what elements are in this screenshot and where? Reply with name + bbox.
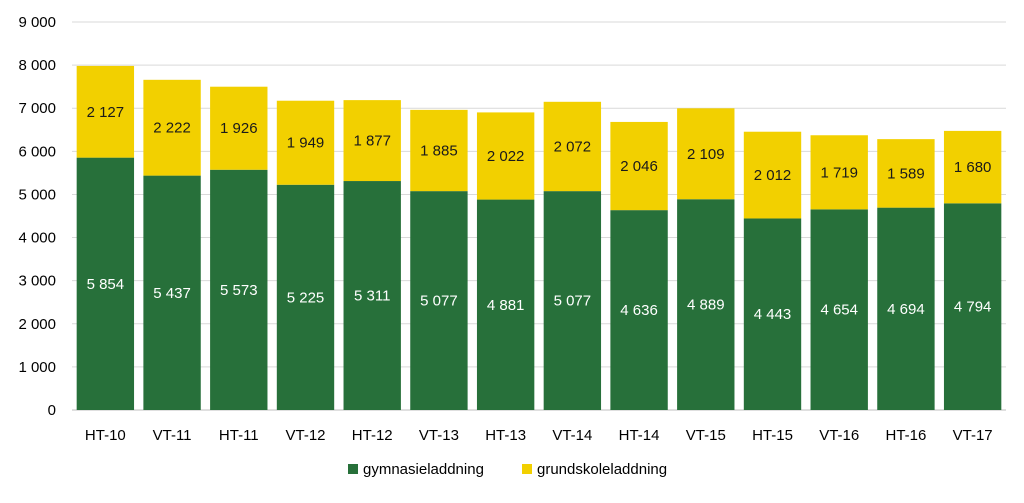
bar-grundskoleladdning (743, 131, 802, 219)
x-tick-label: VT-14 (552, 427, 592, 444)
bar-grundskoleladdning (476, 112, 535, 200)
y-tick-label: 6 000 (18, 143, 56, 160)
bar-gymnasieladdning (810, 209, 868, 410)
legend-swatch-gymnasieladdning (348, 464, 358, 474)
y-tick-label: 0 (48, 402, 56, 419)
x-tick-label: VT-15 (686, 427, 726, 444)
bar-grundskoleladdning (810, 135, 868, 210)
y-tick-label: 5 000 (18, 186, 56, 203)
y-tick-label: 1 000 (18, 359, 56, 376)
data-label-gymnasieladdning: 5 077 (420, 293, 458, 310)
data-label-gymnasieladdning: 5 225 (287, 289, 325, 306)
bar-gymnasieladdning (210, 169, 268, 410)
bar-grundskoleladdning (143, 79, 201, 176)
data-label-gymnasieladdning: 5 077 (554, 293, 592, 310)
data-label-gymnasieladdning: 4 794 (954, 299, 992, 316)
bar-gymnasieladdning (410, 191, 468, 410)
x-axis-tick-labels: HT-10 VT-11 HT-11 VT-12 HT-12 VT-13 HT-13 VT-14… (85, 427, 993, 444)
data-label-grundskoleladdning: 1 949 (287, 135, 325, 152)
x-tick-label: VT-11 (153, 427, 192, 444)
bar-grundskoleladdning (543, 101, 602, 192)
data-label-grundskoleladdning: 1 719 (820, 164, 858, 181)
bar-grundskoleladdning (276, 100, 335, 185)
legend-label-gymnasieladdning: gymnasieladdning (363, 461, 484, 478)
data-label-grundskoleladdning: 1 680 (954, 159, 992, 176)
data-label-grundskoleladdning: 2 012 (754, 167, 792, 184)
y-tick-label: 4 000 (18, 230, 56, 247)
y-tick-label: 3 000 (18, 273, 56, 290)
x-tick-label: HT-12 (352, 427, 393, 444)
bar-gymnasieladdning (143, 175, 201, 410)
x-tick-label: HT-14 (619, 427, 660, 444)
bar-gymnasieladdning (610, 210, 668, 410)
x-tick-label: VT-12 (285, 427, 325, 444)
data-label-gymnasieladdning: 5 854 (87, 276, 125, 293)
x-tick-label: HT-16 (885, 427, 926, 444)
bar-grundskoleladdning (943, 130, 1002, 204)
data-label-gymnasieladdning: 5 311 (354, 288, 390, 305)
x-tick-label: HT-15 (752, 427, 793, 444)
y-axis-tick-labels: 0 1 000 2 000 3 000 4 000 5 000 6 000 7 000 8 00… (18, 14, 56, 419)
bar-gymnasieladdning (276, 184, 335, 410)
bar-grundskoleladdning (210, 86, 268, 170)
bar-gymnasieladdning (476, 199, 535, 410)
data-label-grundskoleladdning: 1 877 (353, 133, 391, 150)
legend-swatch-grundskoleladdning (522, 464, 532, 474)
bar-grundskoleladdning (610, 121, 668, 211)
x-tick-label: VT-17 (953, 427, 993, 444)
bar-gymnasieladdning (743, 218, 802, 410)
data-label-gymnasieladdning: 4 694 (887, 301, 925, 318)
bar-gymnasieladdning (877, 207, 935, 410)
bar-gymnasieladdning (543, 191, 602, 410)
x-tick-label: HT-11 (219, 427, 259, 444)
data-label-grundskoleladdning: 2 222 (153, 120, 191, 137)
data-label-grundskoleladdning: 2 072 (554, 138, 592, 155)
data-label-gymnasieladdning: 4 654 (820, 302, 858, 319)
data-label-grundskoleladdning: 2 022 (487, 148, 525, 165)
data-label-gymnasieladdning: 4 889 (687, 297, 725, 314)
x-tick-label: VT-16 (819, 427, 859, 444)
x-tick-label: HT-10 (85, 427, 126, 444)
y-tick-label: 8 000 (18, 57, 56, 74)
data-label-grundskoleladdning: 2 046 (620, 158, 658, 175)
bar-grundskoleladdning (343, 100, 401, 182)
data-label-grundskoleladdning: 1 926 (220, 120, 258, 137)
y-tick-label: 7 000 (18, 100, 56, 117)
data-label-gymnasieladdning: 4 881 (487, 297, 525, 314)
data-label-gymnasieladdning: 5 573 (220, 282, 258, 299)
bar-grundskoleladdning (877, 139, 935, 208)
data-label-gymnasieladdning: 5 437 (153, 285, 191, 302)
legend: gymnasieladdning grundskoleladdning (348, 461, 667, 478)
data-label-grundskoleladdning: 1 885 (420, 142, 458, 159)
data-label-grundskoleladdning: 2 109 (687, 146, 725, 163)
data-label-gymnasieladdning: 4 636 (620, 302, 658, 319)
y-tick-label: 2 000 (18, 316, 56, 333)
bar-grundskoleladdning (410, 109, 468, 192)
bar-grundskoleladdning (76, 65, 135, 158)
data-label-grundskoleladdning: 2 127 (87, 104, 125, 121)
bar-grundskoleladdning (677, 108, 735, 200)
data-label-gymnasieladdning: 4 443 (754, 306, 792, 323)
bar-gymnasieladdning (76, 157, 135, 410)
bar-series: 5 854 2 127 5 437 2 222 5 573 1 926 5 225 1 949… (76, 65, 1002, 410)
y-tick-label: 9 000 (18, 14, 56, 31)
bar-gymnasieladdning (677, 199, 735, 410)
x-tick-label: HT-13 (485, 427, 526, 444)
bar-gymnasieladdning (943, 203, 1002, 410)
bar-gymnasieladdning (343, 181, 401, 410)
data-label-grundskoleladdning: 1 589 (887, 165, 925, 182)
legend-label-grundskoleladdning: grundskoleladdning (537, 461, 667, 478)
x-tick-label: VT-13 (419, 427, 459, 444)
